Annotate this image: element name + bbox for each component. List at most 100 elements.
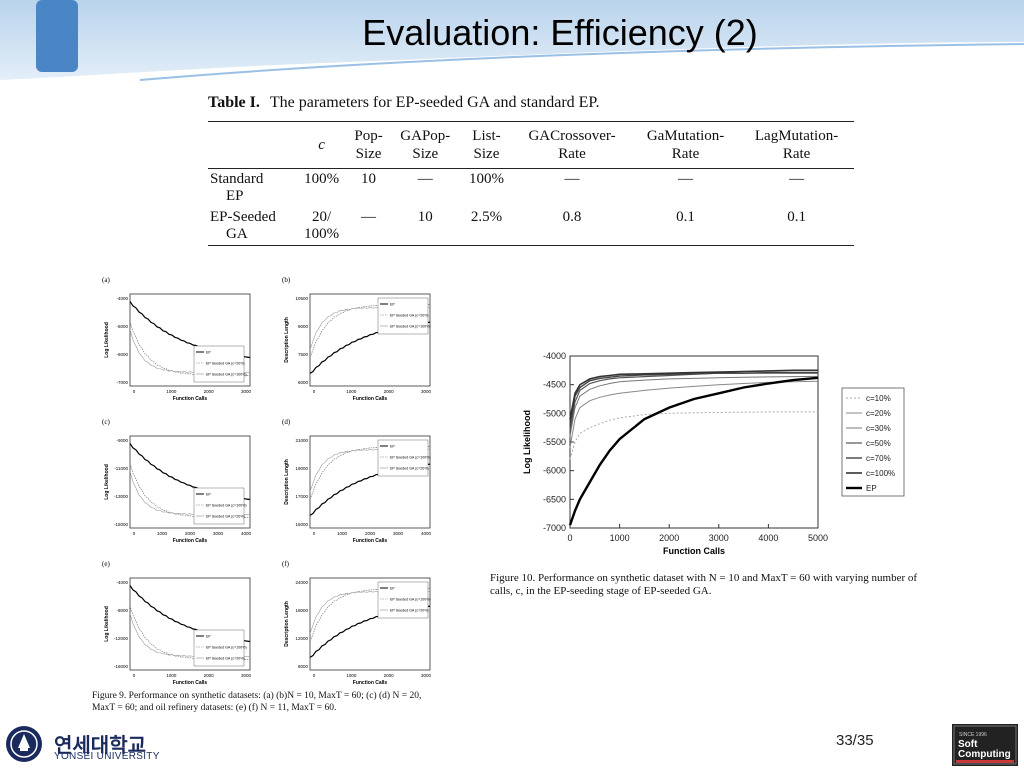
panel-x-tick-label: 4000 xyxy=(421,531,432,536)
page-number: 33/35 xyxy=(836,732,874,749)
panel-legend-label: EP Seeded GA (c=20%) xyxy=(206,515,245,519)
panel-legend-label: EP xyxy=(390,303,395,307)
svg-text:SINCE 1996: SINCE 1996 xyxy=(959,732,987,738)
x-axis-label: Function Calls xyxy=(663,546,725,556)
panel-x-tick-label: 1000 xyxy=(346,389,357,394)
panel-y-tick-label: 19000 xyxy=(295,466,308,471)
panel-x-tick-label: 2000 xyxy=(185,531,196,536)
panel-x-tick-label: 2000 xyxy=(384,389,395,394)
table-row-name: Standard EP xyxy=(210,171,264,204)
panel-x-tick-label: 2000 xyxy=(204,389,215,394)
panel-y-axis-label: Description Length xyxy=(284,317,290,363)
table-cell: 0.1 xyxy=(676,209,695,225)
table-label: Table I. xyxy=(208,94,260,111)
university-name-korean: 연세대학교 xyxy=(54,733,146,757)
x-tick-label: 1000 xyxy=(610,533,630,543)
panel-legend-label: EP Seeded GA (c=20%) xyxy=(390,314,429,318)
panel-frame xyxy=(129,435,251,529)
panel-y-tick-label: -6000 xyxy=(116,352,128,357)
panel-y-tick-label: -9000 xyxy=(116,438,128,443)
series-line-c70 xyxy=(569,371,818,425)
legend-label: c=50% xyxy=(866,439,891,448)
panel-x-tick-label: 0 xyxy=(313,389,316,394)
panel-legend-label: EP Seeded GA (c=20%) xyxy=(390,609,429,613)
panel-x-axis-label: Function Calls xyxy=(353,680,388,686)
panel-x-tick-label: 3000 xyxy=(393,531,404,536)
figure9-panels: (a) -4000 -5000 -6000 -7000 0 1000 2000 3000 Func… xyxy=(102,276,432,686)
table-cell: — xyxy=(361,209,377,225)
panel-label: (d) xyxy=(282,418,291,426)
legend-label: EP xyxy=(866,484,877,493)
figure10-chart: 0 1000 2000 3000 4000 5000 -4000 -4500 -5000 -550… xyxy=(522,351,905,556)
panel-y-tick-label: 9000 xyxy=(298,324,309,329)
table-cell: — xyxy=(417,171,433,187)
panel-x-tick-label: 3000 xyxy=(421,673,432,678)
panel-legend-label: EP xyxy=(390,587,395,591)
y-tick-label: -4000 xyxy=(543,351,566,361)
panel-y-tick-label: 6000 xyxy=(298,380,309,385)
panel-legend-label: EP Seeded GA (c=20%) xyxy=(390,467,429,471)
panel-x-tick-label: 1000 xyxy=(166,673,177,678)
slide-header: Evaluation: Efficiency (2) xyxy=(0,0,1024,90)
panel-y-tick-label: 21000 xyxy=(295,438,308,443)
panel-x-tick-label: 4000 xyxy=(241,531,252,536)
y-tick-label: -5500 xyxy=(543,437,566,447)
panel-y-tick-label: -12000 xyxy=(114,636,129,641)
panel-y-tick-label: 17000 xyxy=(295,494,308,499)
soft-computing-logo: SINCE 1996 Soft Computing xyxy=(952,724,1018,766)
panel-y-tick-label: -4000 xyxy=(116,296,128,301)
panel-x-tick-label: 0 xyxy=(133,389,136,394)
panel-label: (b) xyxy=(282,276,291,284)
panel-x-tick-label: 1000 xyxy=(157,531,168,536)
table-header-gapopsize: GAPop- Size xyxy=(400,128,451,162)
svg-text:Computing: Computing xyxy=(958,749,1011,760)
panel-y-tick-label: -5000 xyxy=(116,324,128,329)
panel-x-tick-label: 0 xyxy=(313,673,316,678)
legend-label: c=10% xyxy=(866,394,891,403)
table-cell: 10 xyxy=(361,171,377,187)
table-header-gacrossover: GACrossover- Rate xyxy=(528,128,616,162)
panel-legend-label: EP Seeded GA (c=100%) xyxy=(206,646,247,650)
series-line-EP xyxy=(568,376,819,526)
table-cell: 100% xyxy=(468,171,504,187)
series-line-c30 xyxy=(569,375,819,437)
panel-legend-label: EP xyxy=(390,445,395,449)
panel-y-tick-label: -13000 xyxy=(114,494,129,499)
yonsei-logo xyxy=(6,726,42,762)
table-row-name: EP-Seeded GA xyxy=(210,209,276,242)
figure9-caption: Figure 9. Performance on synthetic datas… xyxy=(92,691,422,713)
table-cell: 20/100% xyxy=(304,209,340,242)
table-cell: — xyxy=(564,171,580,187)
x-tick-label: 4000 xyxy=(758,533,778,543)
panel-x-axis-label: Function Calls xyxy=(173,680,208,686)
panel-legend-label: EP Seeded GA (c=100%) xyxy=(390,325,431,329)
panel-x-tick-label: 1000 xyxy=(166,389,177,394)
panel-frame xyxy=(129,577,251,671)
table-header-lagmutation: LagMutation- Rate xyxy=(754,128,839,162)
panel-x-tick-label: 0 xyxy=(133,673,136,678)
panel-frame xyxy=(129,293,251,387)
table-row: Standard EP 100% 10 — 100% — — — xyxy=(208,169,854,208)
series-line-c100 xyxy=(569,369,818,420)
panel-y-tick-label: -8000 xyxy=(116,608,128,613)
table-cell: — xyxy=(789,171,805,187)
panel-x-tick-label: 0 xyxy=(133,531,136,536)
header-swoosh xyxy=(0,0,1024,81)
panel-x-tick-label: 3000 xyxy=(241,673,252,678)
panel-legend-label: EP Seeded GA (c=20%) xyxy=(206,362,245,366)
table-header-listsize: List- Size xyxy=(472,128,501,162)
panel-x-tick-label: 3000 xyxy=(213,531,224,536)
panel-y-axis-label: Log Likelihood xyxy=(104,322,110,358)
panel-y-tick-label: 8000 xyxy=(298,664,309,669)
panel-legend-label: EP xyxy=(206,493,211,497)
legend-label: c=20% xyxy=(866,409,891,418)
panel-label: (a) xyxy=(102,276,110,284)
university-name: YONSEI UNIVERSITY xyxy=(54,751,160,762)
svg-text:Soft: Soft xyxy=(958,739,978,750)
y-tick-label: -6500 xyxy=(543,494,566,504)
table-header-row: c Pop- Size GAPop- Size List- Size GACrosso… xyxy=(208,121,854,169)
panel-y-tick-label: -4000 xyxy=(116,580,128,585)
figure10-caption: Figure 10. Performance on synthetic data… xyxy=(490,572,918,597)
panel-y-tick-label: -16000 xyxy=(114,664,129,669)
panel-x-tick-label: 0 xyxy=(313,531,316,536)
